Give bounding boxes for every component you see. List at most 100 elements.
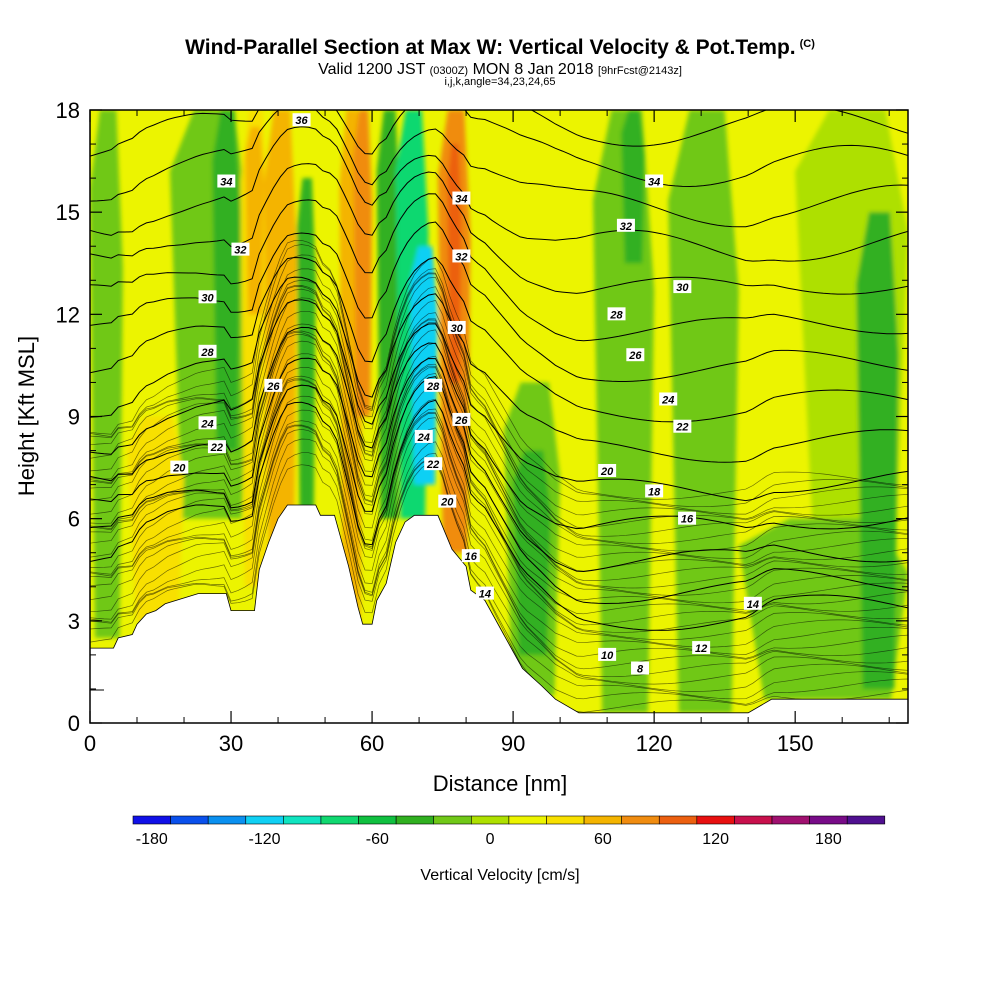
contour-label-bg <box>198 416 217 430</box>
contour-label: 24 <box>659 392 678 406</box>
contour-label-bg <box>673 419 692 433</box>
colorbar-tick-label: -120 <box>249 831 281 848</box>
colorbar-tick-label: 0 <box>486 831 495 848</box>
theta-contour-line <box>90 357 908 573</box>
contour-label-bg <box>438 494 457 508</box>
contour-label-text: 30 <box>451 323 464 335</box>
theta-contour-line <box>90 286 908 545</box>
contour-label-text: 8 <box>637 664 644 676</box>
contour-label-text: 22 <box>426 459 439 471</box>
contour-label: 34 <box>217 174 236 189</box>
velocity-band <box>245 127 264 315</box>
contour-label: 14 <box>743 596 762 611</box>
theta-contour-line <box>90 353 908 611</box>
velocity-band <box>353 110 373 417</box>
colorbar-swatch <box>621 815 660 825</box>
x-tick-label: 0 <box>84 731 96 756</box>
contour-label-text: 30 <box>676 282 689 294</box>
colorbar-tick-label: 60 <box>594 831 612 848</box>
contour-label: 22 <box>673 419 692 434</box>
section-indices: i,j,k,angle=34,23,24,65 <box>444 76 556 88</box>
contour-label-bg <box>607 307 626 321</box>
colorbar-swatch <box>358 815 397 825</box>
contour-label: 32 <box>452 249 471 263</box>
colorbar-swatch <box>245 815 284 825</box>
contour-label-bg <box>461 549 480 563</box>
contour-label-text: 10 <box>601 650 614 662</box>
chart-subtitle: Valid 1200 JST (0300Z) MON 8 Jan 2018 [9… <box>0 61 1000 79</box>
contour-label-bg <box>598 647 617 661</box>
colorbar-title: Vertical Velocity [cm/s] <box>420 867 579 884</box>
velocity-band <box>668 110 739 713</box>
theta-contour-line <box>90 428 908 692</box>
theta-contour-line <box>90 288 908 552</box>
theta-contour-line <box>90 0 908 63</box>
colorbar-swatch <box>170 815 209 825</box>
theta-contour-line <box>90 17 908 106</box>
contour-label-text: 32 <box>620 221 632 233</box>
contour-label: 32 <box>231 242 250 257</box>
contour-labels: 14 12 10 8 16 18 20 22 24 26 28 30 32 34 36 34 32 30 28 26 2… <box>170 113 762 676</box>
theta-contour-line <box>90 110 908 188</box>
forecast-label: [9hrFcst@2143z] <box>597 65 682 77</box>
contour-label: 26 <box>452 412 471 427</box>
contour-label-bg <box>198 344 217 358</box>
theta-contour-line <box>90 384 908 648</box>
y-tick-label: 15 <box>56 200 80 225</box>
theta-contour-line <box>90 329 908 581</box>
contour-label-text: 32 <box>455 251 467 263</box>
contour-label: 22 <box>207 440 226 454</box>
contour-label-text: 30 <box>201 292 214 304</box>
theta-contour-line <box>90 239 908 500</box>
theta-contour-line <box>90 268 908 520</box>
theta-contour-line <box>90 425 908 685</box>
theta-contour-line <box>90 333 908 596</box>
theta-contour-line <box>90 417 908 670</box>
y-tick-label: 18 <box>56 98 80 123</box>
theta-contour-line <box>90 0 908 23</box>
x-tick-label: 90 <box>501 731 525 756</box>
theta-contour-line <box>90 310 908 565</box>
contour-label: 10 <box>598 647 617 662</box>
velocity-band <box>320 127 340 519</box>
contour-label: 18 <box>645 484 664 498</box>
contour-label-text: 28 <box>609 309 623 321</box>
velocity-band <box>621 110 645 264</box>
contour-label-text: 22 <box>210 442 223 454</box>
contour-label-text: 32 <box>234 245 246 257</box>
contour-label-bg <box>692 641 711 655</box>
contour-label-text: 14 <box>479 589 491 601</box>
colorbar: -180 -120 -60 0 60 120 180 <box>132 815 886 848</box>
colorbar-swatch <box>207 815 247 825</box>
colorbar-swatch <box>696 815 735 825</box>
contour-label-bg <box>217 174 236 188</box>
contour-label-text: 28 <box>426 381 440 393</box>
contour-label: 12 <box>692 641 711 655</box>
contour-label-bg <box>198 290 217 304</box>
theta-contour-line <box>90 424 908 678</box>
theta-contour-line <box>90 244 908 508</box>
contour-label-bg <box>170 460 189 474</box>
colorbar-swatch <box>283 815 322 825</box>
contour-label: 26 <box>626 348 645 362</box>
contour-label: 22 <box>424 457 443 471</box>
contour-label-bg <box>645 174 664 188</box>
contour-label: 36 <box>292 113 311 127</box>
contour-label: 24 <box>414 429 433 444</box>
contour-label-bg <box>424 457 443 471</box>
theta-contour-line <box>90 285 908 537</box>
contour-label-text: 20 <box>600 466 614 478</box>
colorbar-swatch <box>433 815 472 825</box>
velocity-band <box>409 246 438 485</box>
contour-label: 30 <box>198 290 217 304</box>
velocity-band <box>212 110 241 451</box>
contour-label-text: 28 <box>200 347 214 359</box>
contour-label-bg <box>292 113 311 127</box>
contour-label-bg <box>414 429 433 443</box>
chart-title-text: Wind-Parallel Section at Max W: Vertical… <box>185 36 796 59</box>
contour-label-text: 20 <box>440 497 454 509</box>
contour-label-bg <box>424 378 443 392</box>
contour-label-bg <box>447 320 466 334</box>
colorbar-swatch <box>846 815 886 825</box>
